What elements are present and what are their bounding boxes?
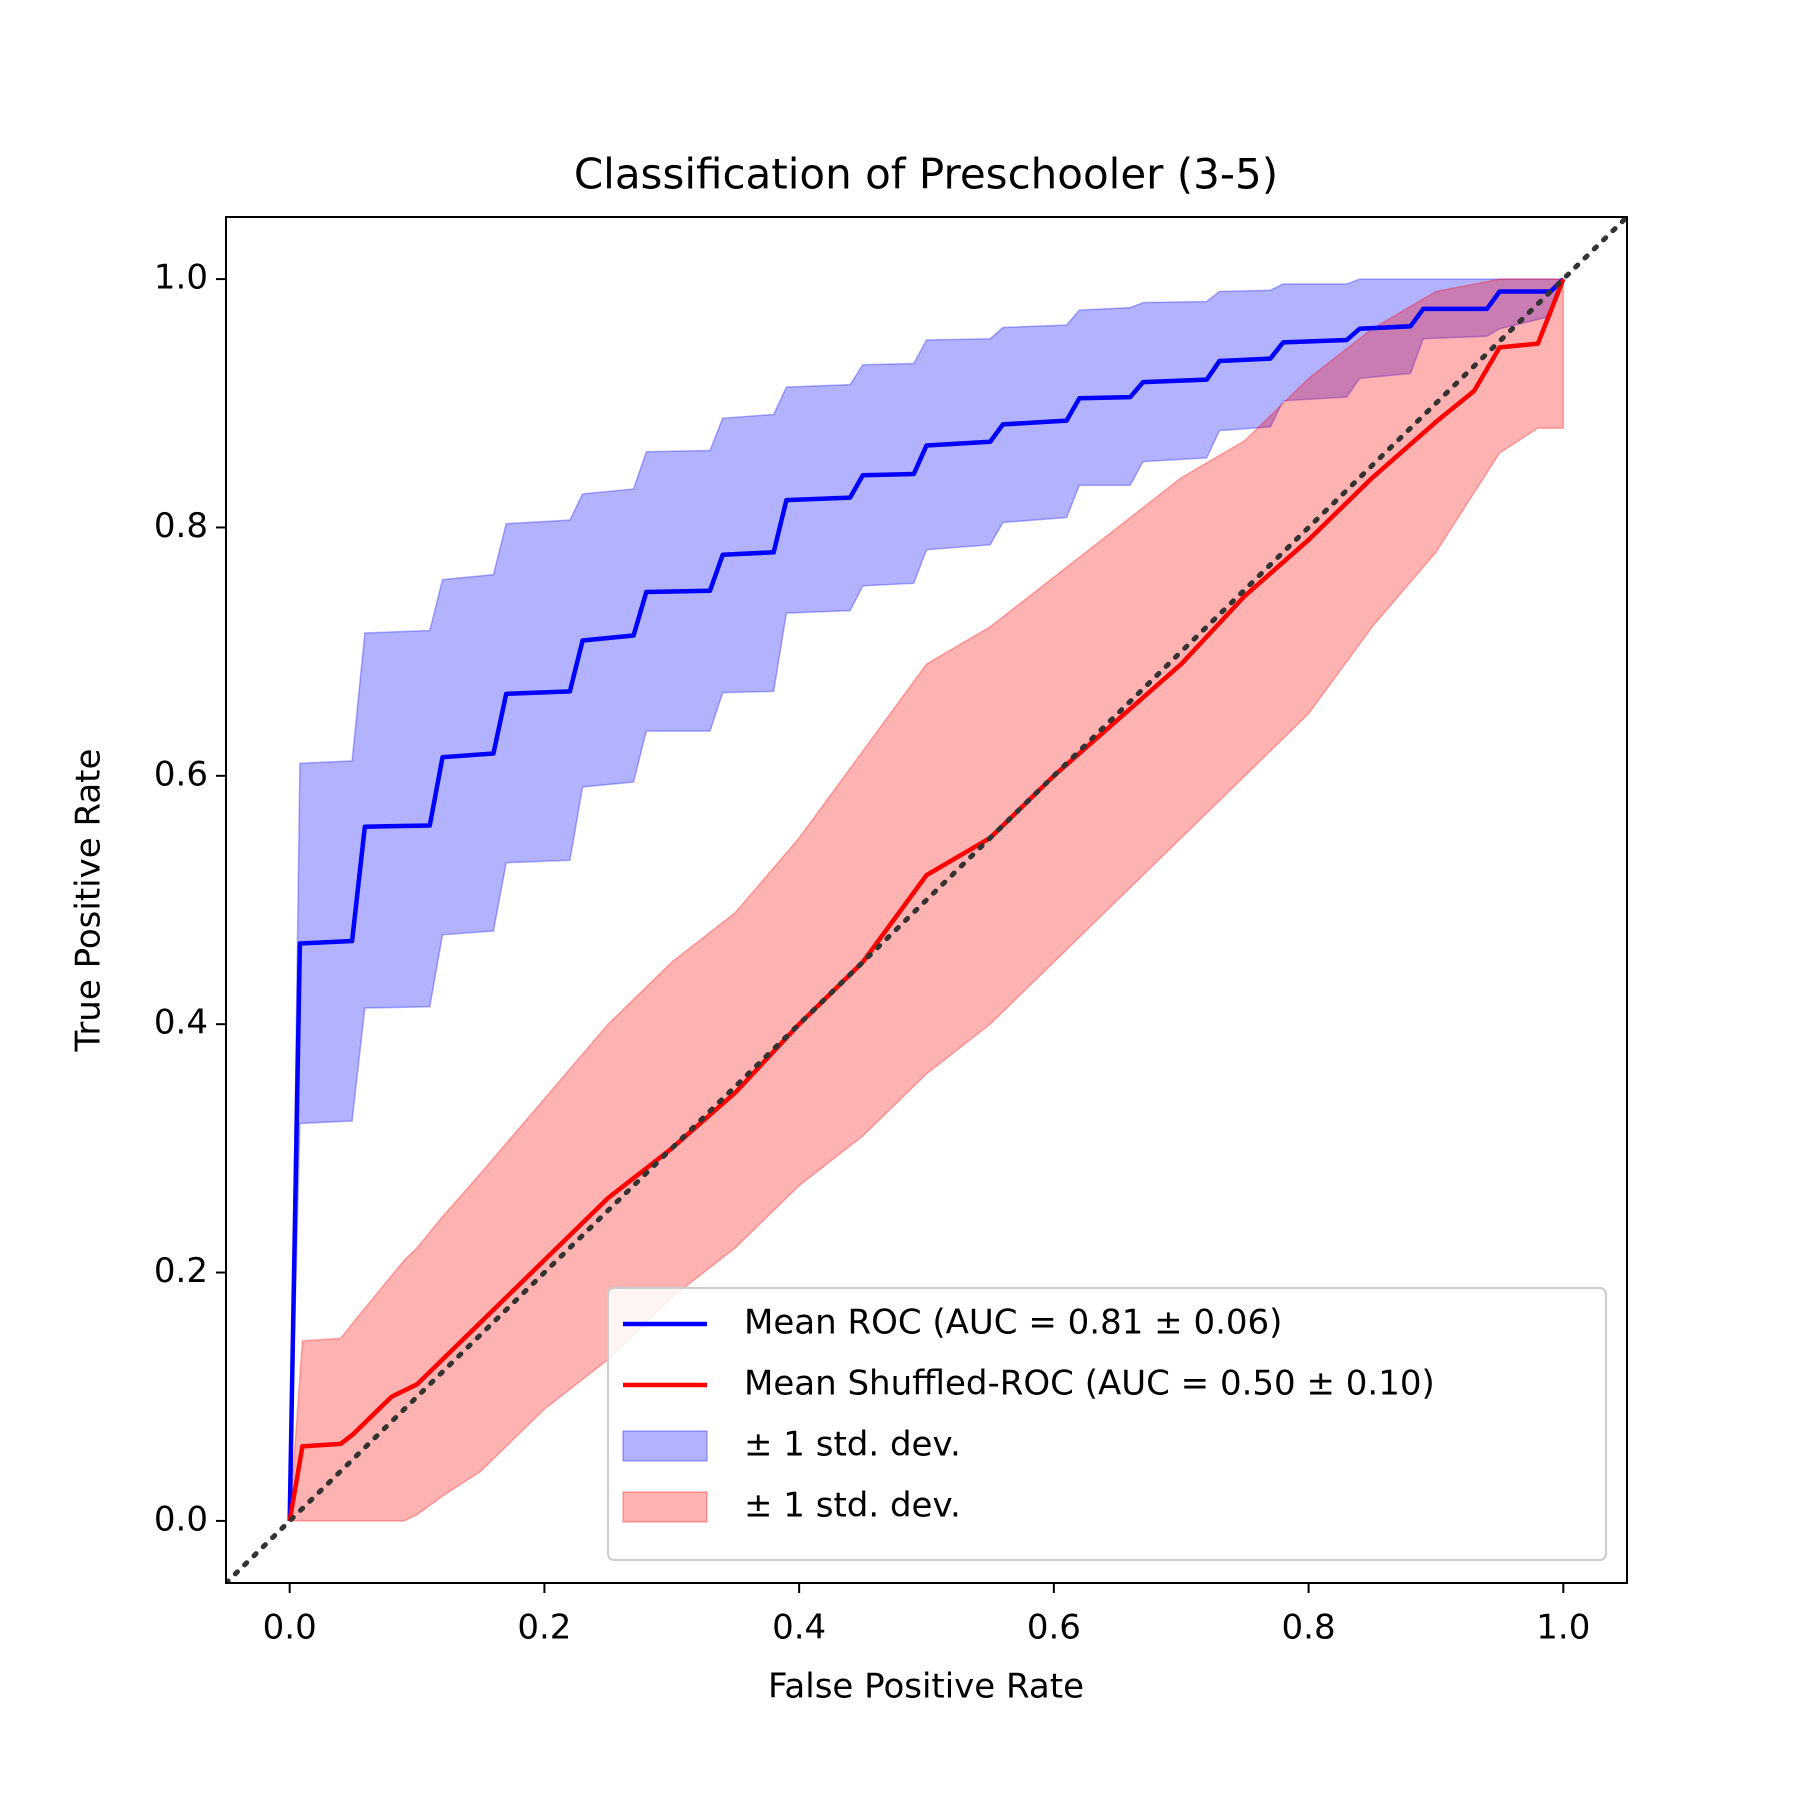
y-tick-label: 1.0 (154, 258, 208, 298)
roc-line (287, 278, 1566, 1522)
std-band (288, 278, 1565, 1521)
legend-swatch (622, 1430, 708, 1462)
y-axis-label: True Positive Rate (69, 749, 109, 1053)
x-tick-label: 0.2 (517, 1608, 571, 1648)
y-tick-label: 0.4 (154, 1003, 208, 1043)
x-tick-label: 1.0 (1536, 1608, 1590, 1648)
plot-area (226, 217, 1627, 1583)
legend-label: ± 1 std. dev. (744, 1425, 961, 1465)
legend-label: ± 1 std. dev. (744, 1486, 961, 1526)
legend-label: Mean ROC (AUC = 0.81 ± 0.06) (744, 1303, 1282, 1343)
chance-line (226, 217, 1627, 1583)
plot-frame (225, 216, 1628, 1584)
roc-line (287, 277, 1565, 1521)
legend-label: Mean Shuffled-ROC (AUC = 0.50 ± 0.10) (744, 1364, 1435, 1404)
x-tick-label: 0.6 (1027, 1608, 1081, 1648)
y-tick-label: 0.6 (154, 754, 208, 794)
x-tick-label: 0.0 (263, 1608, 317, 1648)
y-tick-label: 0.8 (154, 506, 208, 546)
y-tick-label: 0.0 (154, 1499, 208, 1539)
chart-title: Classification of Preschooler (3-5) (574, 150, 1278, 199)
x-tick-label: 0.4 (772, 1608, 826, 1648)
legend-swatch (622, 1491, 708, 1523)
x-tick-label: 0.8 (1282, 1608, 1336, 1648)
x-axis-label: False Positive Rate (768, 1667, 1084, 1707)
legend-box (607, 1287, 1607, 1561)
y-tick-label: 0.2 (154, 1251, 208, 1291)
